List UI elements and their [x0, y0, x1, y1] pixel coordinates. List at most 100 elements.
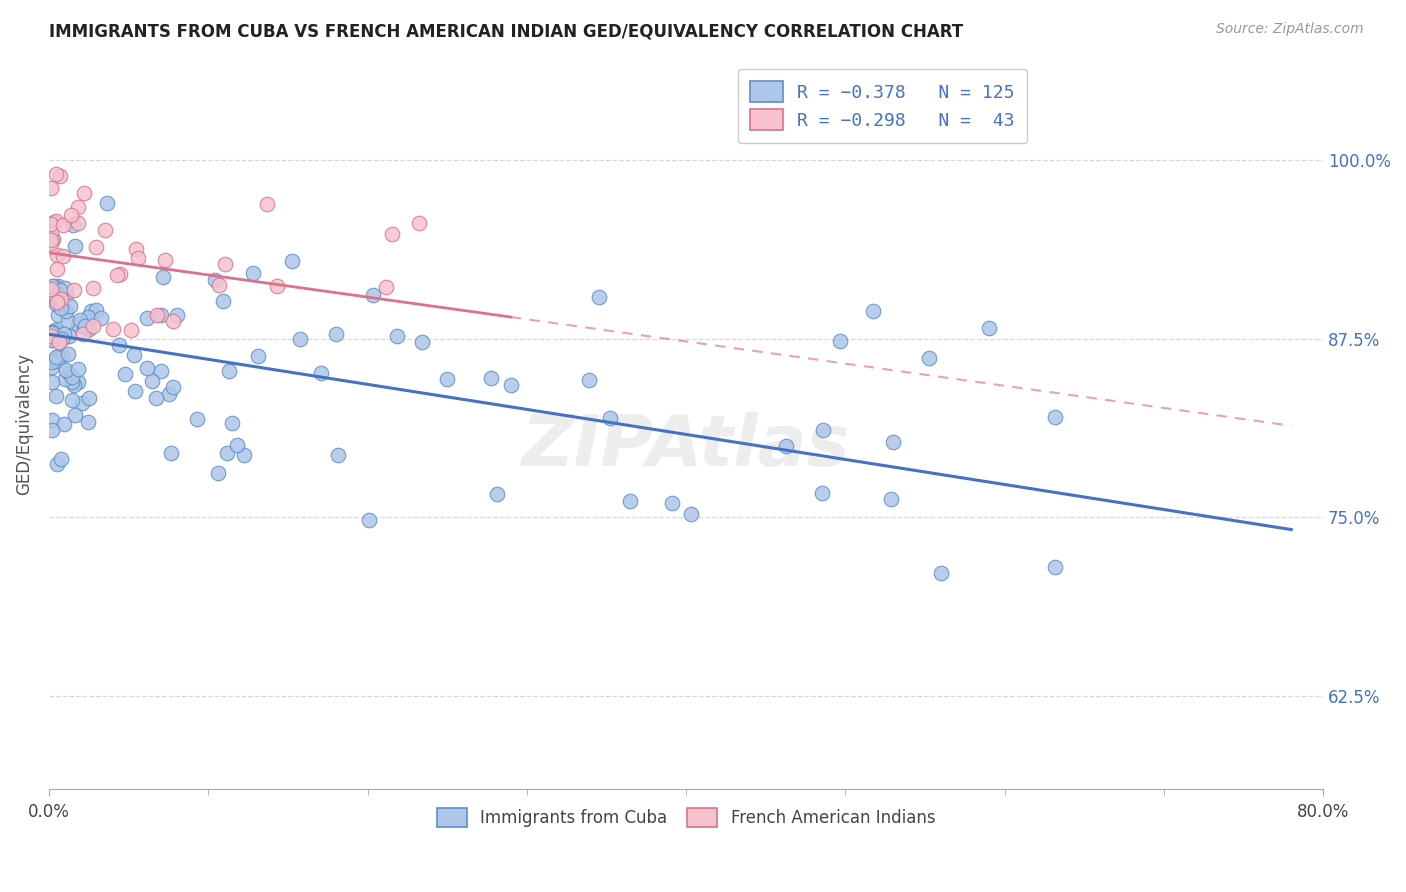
- Point: [52, 218, 75, 232]
- Point: [46, 458, 69, 472]
- Point: [60, 370, 83, 384]
- Point: [69, 313, 91, 327]
- Point: [357, 513, 380, 527]
- Point: [246, 349, 269, 363]
- Point: [52, 326, 75, 341]
- Point: [55, 288, 77, 302]
- Point: [42, 279, 65, 293]
- Point: [46, 349, 69, 363]
- Point: [918, 351, 941, 366]
- Point: [408, 215, 430, 229]
- Point: [65, 408, 87, 422]
- Point: [977, 321, 1000, 335]
- Point: [212, 293, 235, 308]
- Point: [42, 287, 65, 301]
- Point: [361, 287, 384, 301]
- Point: [66, 215, 89, 229]
- Point: [48, 335, 70, 350]
- Point: [82, 319, 104, 334]
- Point: [108, 338, 131, 352]
- Point: [52, 417, 75, 431]
- Point: [45, 290, 67, 304]
- Point: [79, 304, 101, 318]
- Point: [41, 325, 63, 339]
- Point: [56, 314, 79, 328]
- Point: [486, 487, 509, 501]
- Point: [55, 363, 77, 377]
- Point: [46, 247, 69, 261]
- Point: [41, 284, 63, 298]
- Point: [186, 412, 208, 426]
- Point: [51, 332, 73, 346]
- Point: [62, 219, 84, 233]
- Point: [501, 378, 523, 392]
- Point: [60, 375, 83, 389]
- Point: [105, 268, 128, 282]
- Point: [59, 208, 82, 222]
- Point: [207, 467, 229, 481]
- Point: [63, 239, 86, 253]
- Point: [70, 395, 93, 409]
- Point: [53, 372, 76, 386]
- Point: [1045, 409, 1067, 424]
- Point: [77, 392, 100, 406]
- Point: [41, 375, 63, 389]
- Point: [681, 508, 703, 522]
- Point: [578, 373, 600, 387]
- Point: [39, 329, 62, 343]
- Point: [325, 326, 347, 341]
- Point: [929, 566, 952, 581]
- Point: [114, 368, 136, 382]
- Point: [41, 354, 63, 368]
- Point: [882, 434, 904, 449]
- Point: [42, 325, 65, 339]
- Point: [45, 389, 67, 403]
- Point: [136, 311, 159, 326]
- Point: [46, 308, 69, 322]
- Point: [45, 214, 67, 228]
- Point: [588, 290, 610, 304]
- Point: [149, 308, 172, 322]
- Point: [48, 169, 70, 183]
- Point: [44, 323, 66, 337]
- Point: [63, 283, 86, 297]
- Point: [135, 361, 157, 376]
- Point: [41, 326, 63, 340]
- Point: [256, 197, 278, 211]
- Point: [619, 494, 641, 508]
- Point: [811, 423, 834, 437]
- Text: IMMIGRANTS FROM CUBA VS FRENCH AMERICAN INDIAN GED/EQUIVALENCY CORRELATION CHART: IMMIGRANTS FROM CUBA VS FRENCH AMERICAN …: [49, 22, 963, 40]
- Point: [86, 303, 108, 318]
- Point: [145, 391, 167, 405]
- Point: [39, 217, 62, 231]
- Point: [1043, 560, 1066, 574]
- Point: [49, 301, 72, 315]
- Point: [73, 318, 96, 333]
- Point: [46, 262, 69, 277]
- Text: ZIPAtlas: ZIPAtlas: [522, 412, 851, 481]
- Point: [152, 270, 174, 285]
- Point: [41, 360, 63, 375]
- Point: [66, 317, 89, 331]
- Point: [208, 277, 231, 292]
- Point: [49, 283, 72, 297]
- Point: [51, 349, 73, 363]
- Point: [204, 273, 226, 287]
- Point: [90, 310, 112, 325]
- Point: [39, 225, 62, 239]
- Point: [44, 278, 66, 293]
- Point: [82, 281, 104, 295]
- Point: [266, 278, 288, 293]
- Point: [56, 347, 79, 361]
- Point: [218, 364, 240, 378]
- Point: [49, 451, 72, 466]
- Point: [66, 200, 89, 214]
- Point: [60, 393, 83, 408]
- Point: [436, 372, 458, 386]
- Point: [775, 439, 797, 453]
- Point: [45, 167, 67, 181]
- Point: [124, 384, 146, 399]
- Y-axis label: GED/Equivalency: GED/Equivalency: [15, 353, 32, 495]
- Point: [122, 348, 145, 362]
- Point: [39, 180, 62, 194]
